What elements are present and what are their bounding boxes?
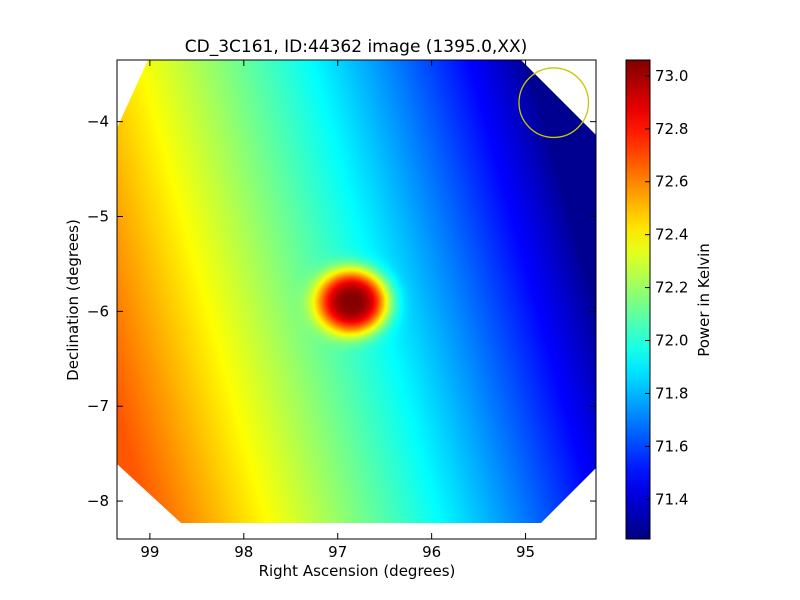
plot-area: 99 98 97 96 95 −4 −5 −6 −7 −8 bbox=[87, 59, 597, 561]
y-tick-label: −4 bbox=[87, 113, 109, 131]
colorbar-tick-label: 72.8 bbox=[655, 120, 688, 138]
x-tick-label: 95 bbox=[516, 543, 535, 561]
y-tick-label: −8 bbox=[87, 492, 109, 510]
colorbar-ticks: 71.4 71.6 71.8 72.0 72.2 72.4 72.6 72.8 73.0 bbox=[645, 67, 688, 508]
y-tick-label: −5 bbox=[87, 208, 109, 226]
x-tick-label: 98 bbox=[234, 543, 253, 561]
colorbar-tick-label: 72.0 bbox=[655, 332, 688, 350]
colorbar-tick-label: 71.8 bbox=[655, 384, 688, 402]
colorbar-tick-label: 73.0 bbox=[655, 67, 688, 85]
chart-title: CD_3C161, ID:44362 image (1395.0,XX) bbox=[185, 37, 528, 57]
x-axis-ticks: 99 98 97 96 95 bbox=[140, 60, 535, 561]
x-axis-label: Right Ascension (degrees) bbox=[259, 562, 456, 580]
colorbar-tick-label: 71.4 bbox=[655, 490, 688, 508]
y-axis-ticks: −4 −5 −6 −7 −8 bbox=[87, 113, 596, 510]
heatmap-image bbox=[117, 60, 596, 523]
x-tick-label: 96 bbox=[422, 543, 441, 561]
x-tick-label: 97 bbox=[328, 543, 347, 561]
y-tick-label: −6 bbox=[87, 302, 109, 320]
colorbar-fill bbox=[626, 60, 650, 539]
colorbar: 71.4 71.6 71.8 72.0 72.2 72.4 72.6 72.8 73.0 bbox=[625, 59, 688, 540]
colorbar-tick-label: 71.6 bbox=[655, 437, 688, 455]
y-tick-label: −7 bbox=[87, 397, 109, 415]
colorbar-tick-label: 72.4 bbox=[655, 226, 688, 244]
colorbar-tick-label: 72.2 bbox=[655, 279, 688, 297]
y-axis-label: Declination (degrees) bbox=[64, 219, 82, 381]
x-tick-label: 99 bbox=[140, 543, 159, 561]
colorbar-label: Power in Kelvin bbox=[695, 243, 713, 357]
colorbar-tick-label: 72.6 bbox=[655, 173, 688, 191]
beam-circle bbox=[518, 67, 590, 139]
